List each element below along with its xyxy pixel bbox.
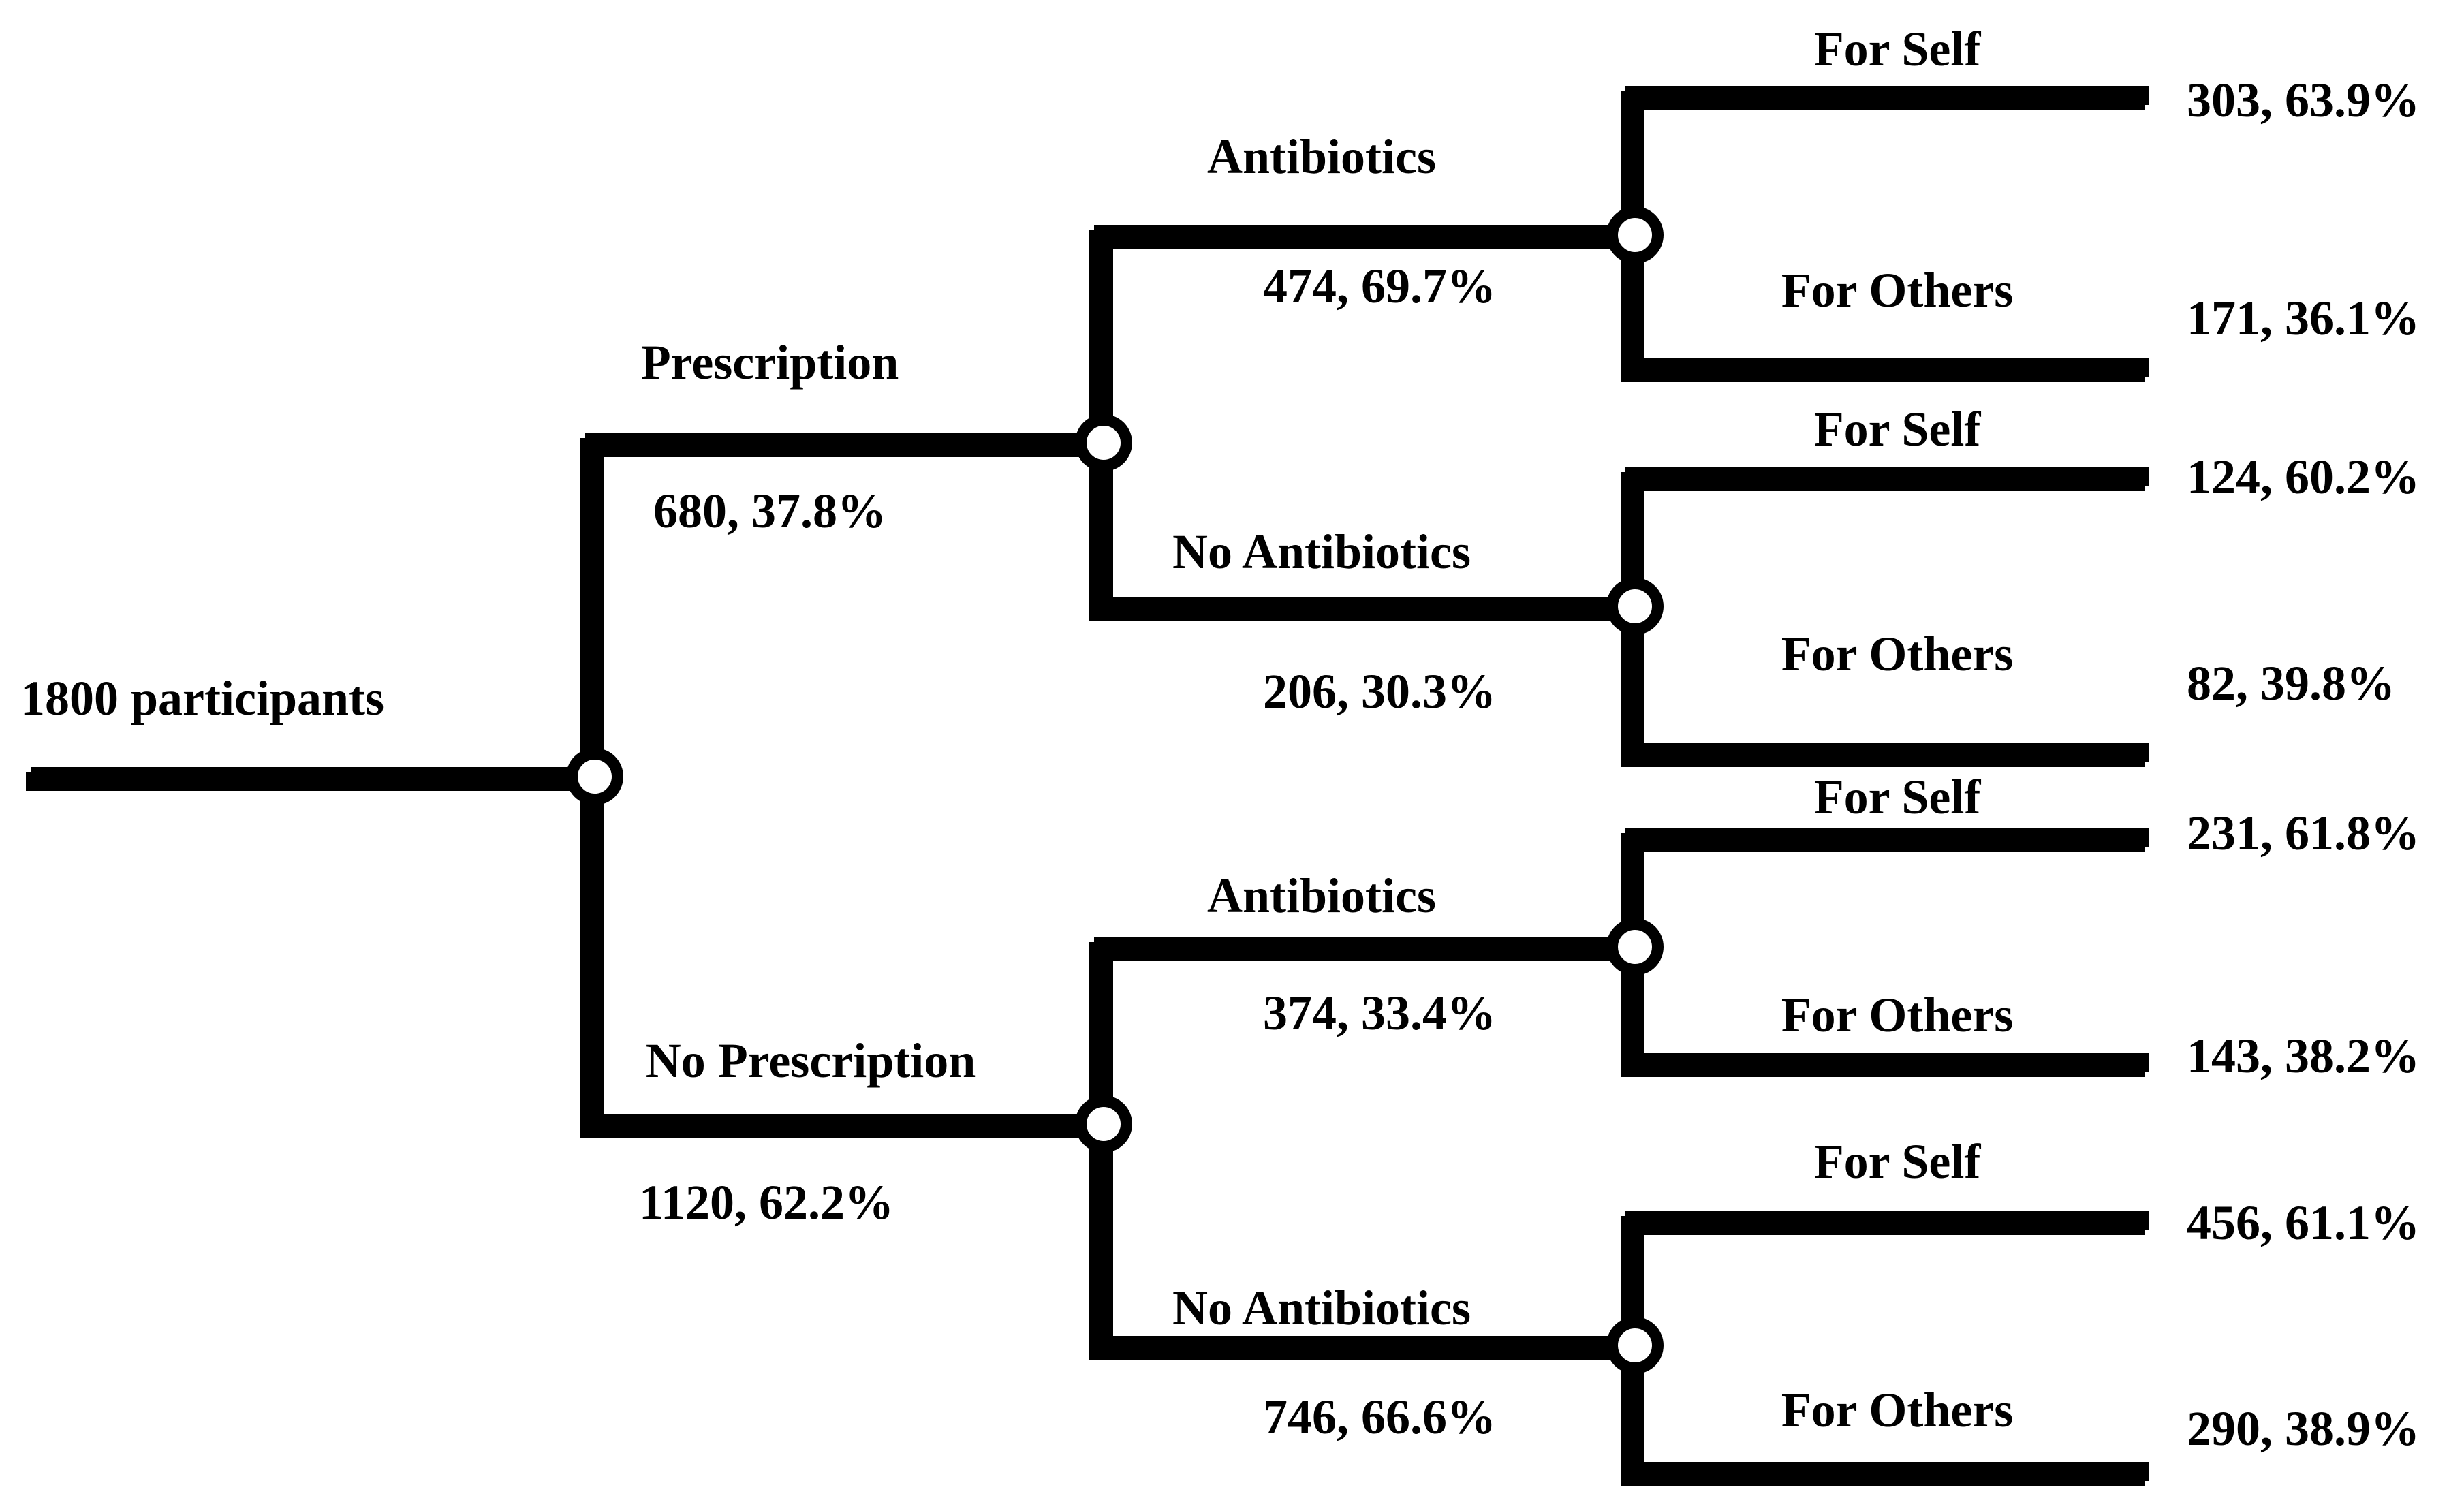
no-prescription-node-circle [1075,1095,1132,1153]
leaf-label-for-self-4: For Self [1813,1134,1981,1189]
branch-value-no-prescription: 1120, 62.2% [638,1175,894,1230]
leaf-value-for-others-3: 143, 38.2% [2187,1029,2420,1083]
leaf-line-for-self-1 [1635,86,2149,105]
antibiotics-branch-line-prescription [1104,225,1635,245]
root-node-circle [566,748,623,805]
leaf-value-for-self-3: 231, 61.8% [2187,806,2420,860]
branch-value-no-antibiotics-prescription: 206, 30.3% [1263,664,1496,719]
leaf-value-for-self-1: 303, 63.9% [2187,73,2420,127]
branch-value-prescription: 680, 37.8% [653,484,886,538]
branch-label-no-prescription: No Prescription [645,1033,976,1088]
leaf-line-for-others-1 [1635,358,2149,377]
prescription-node-circle [1075,414,1132,471]
leaf-line-for-self-4 [1635,1211,2149,1230]
no-antibiotics-branch-line-no-prescription [1104,1336,1635,1355]
no-antibiotics-branch-line-prescription [1104,597,1635,616]
prescription-branch-line [595,433,1104,452]
no-prescription-branch-line [595,1114,1104,1134]
leaf-label-for-others-2: For Others [1781,627,2014,681]
leaf-label-for-self-1: For Self [1813,22,1981,76]
leaf-label-for-others-4: For Others [1781,1383,2014,1437]
antibiotics-branch-line-no-prescription [1104,937,1635,956]
leaf-value-for-others-2: 82, 39.8% [2187,656,2395,711]
branch-label-prescription: Prescription [640,335,899,390]
branch-label-antibiotics-prescription: Antibiotics [1206,129,1437,184]
branch-value-no-antibiotics-no-prescription: 746, 66.6% [1263,1390,1496,1444]
leaf-value-for-self-2: 124, 60.2% [2187,450,2420,504]
leaf-value-for-self-4: 456, 61.1% [2187,1196,2420,1250]
root-label: 1800 participants [20,671,385,725]
branch-value-antibiotics-no-prescription: 374, 33.4% [1263,986,1496,1040]
leaf-label-for-self-2: For Self [1813,402,1981,456]
branch-label-no-antibiotics-no-prescription: No Antibiotics [1172,1281,1471,1335]
antibiotics-node-circle-prescription [1606,206,1664,264]
leaf-line-for-self-3 [1635,828,2149,847]
leaf-label-for-others-1: For Others [1781,263,2014,317]
leaf-line-for-others-3 [1635,1053,2149,1072]
leaf-label-for-others-3: For Others [1781,988,2014,1042]
root-branch-line [31,767,595,786]
antibiotics-node-circle-no-prescription [1606,918,1664,976]
no-antibiotics-node-circle-no-prescription [1606,1317,1664,1374]
branch-label-no-antibiotics-prescription: No Antibiotics [1172,525,1471,579]
leaf-value-for-others-4: 290, 38.9% [2187,1401,2420,1456]
branch-value-antibiotics-prescription: 474, 69.7% [1263,259,1496,313]
leaf-line-for-self-2 [1635,467,2149,486]
no-antibiotics-node-circle-prescription [1606,578,1664,635]
leaf-line-for-others-2 [1635,743,2149,762]
leaf-value-for-others-1: 171, 36.1% [2187,291,2420,345]
branch-label-antibiotics-no-prescription: Antibiotics [1206,869,1437,923]
leaf-line-for-others-4 [1635,1462,2149,1481]
leaf-label-for-self-3: For Self [1813,770,1981,824]
